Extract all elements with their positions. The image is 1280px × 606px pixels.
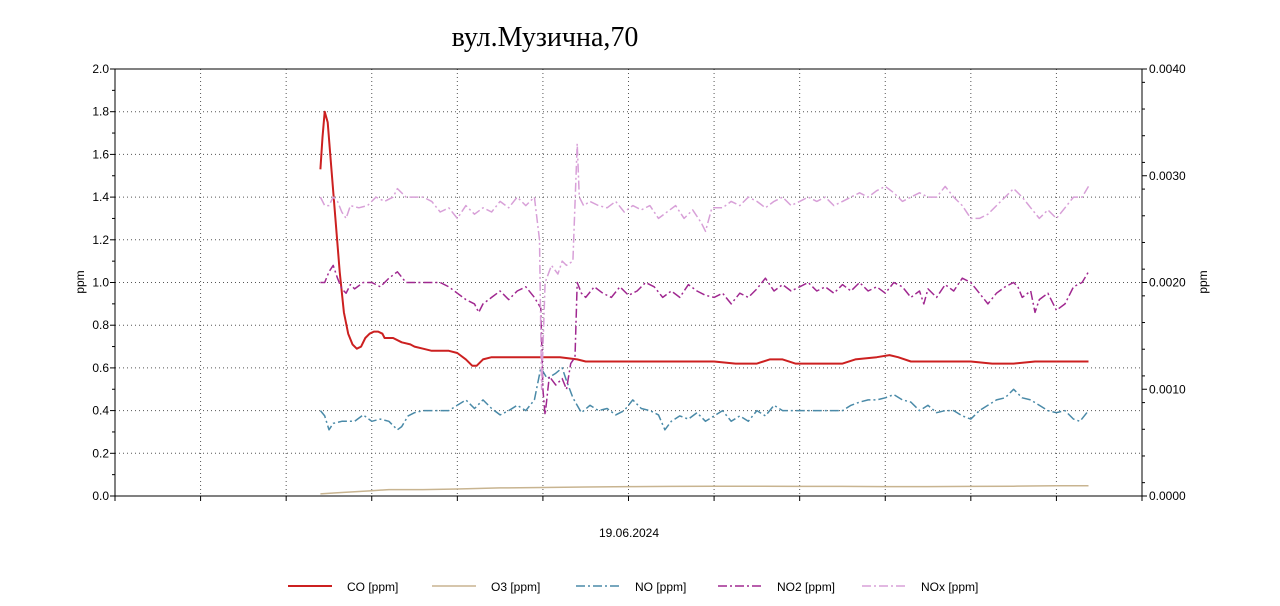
y-tick-label: 1.2 <box>92 233 109 247</box>
y-tick-label: 0.0 <box>92 489 109 503</box>
legend-label: O3 [ppm] <box>491 580 540 594</box>
y-tick-label: 1.4 <box>92 190 109 204</box>
y2-tick-label: 0.0020 <box>1149 276 1186 290</box>
series-line-no <box>319 367 1090 431</box>
series-line-no2 <box>320 264 1090 416</box>
y2-tick-label: 0.0040 <box>1149 62 1186 76</box>
y-tick-label: 1.8 <box>92 105 109 119</box>
legend-label: NOx [ppm] <box>921 580 978 594</box>
y-tick-label: 1.6 <box>92 147 109 161</box>
y-tick-label: 0.6 <box>92 361 109 375</box>
series-layer <box>319 110 1090 495</box>
chart-title: вул.Музична,70 <box>452 22 639 53</box>
series-line-nox <box>319 142 1090 391</box>
y-tick-label: 0.4 <box>92 404 109 418</box>
y2-axis-label: ppm <box>1196 270 1210 293</box>
y-axis-label: ppm <box>73 270 87 293</box>
legend-label: NO [ppm] <box>635 580 686 594</box>
legend: CO [ppm] O3 [ppm] NO [ppm] NO2 [ppm] NOx [pp… <box>288 580 978 594</box>
plot-frame <box>114 68 1143 497</box>
axes: 0.0 0.2 0.4 0.6 0.8 1.0 1.2 1.4 1.6 1.8 2.0 0.0000 0… <box>92 62 1186 503</box>
legend-label: NO2 [ppm] <box>777 580 835 594</box>
series-line-o3 <box>320 485 1089 495</box>
y2-tick-label: 0.0030 <box>1149 169 1186 183</box>
y2-tick-label: 0.0010 <box>1149 382 1186 396</box>
y2-tick-label: 0.0000 <box>1149 489 1186 503</box>
y-tick-label: 2.0 <box>92 62 109 76</box>
y-tick-label: 0.8 <box>92 318 109 332</box>
grid <box>115 69 1142 496</box>
y-tick-label: 0.2 <box>92 446 109 460</box>
y-tick-label: 1.0 <box>92 276 109 290</box>
series-line-co <box>319 110 1089 367</box>
legend-label: CO [ppm] <box>347 580 398 594</box>
x-axis-label: 19.06.2024 <box>599 526 659 540</box>
